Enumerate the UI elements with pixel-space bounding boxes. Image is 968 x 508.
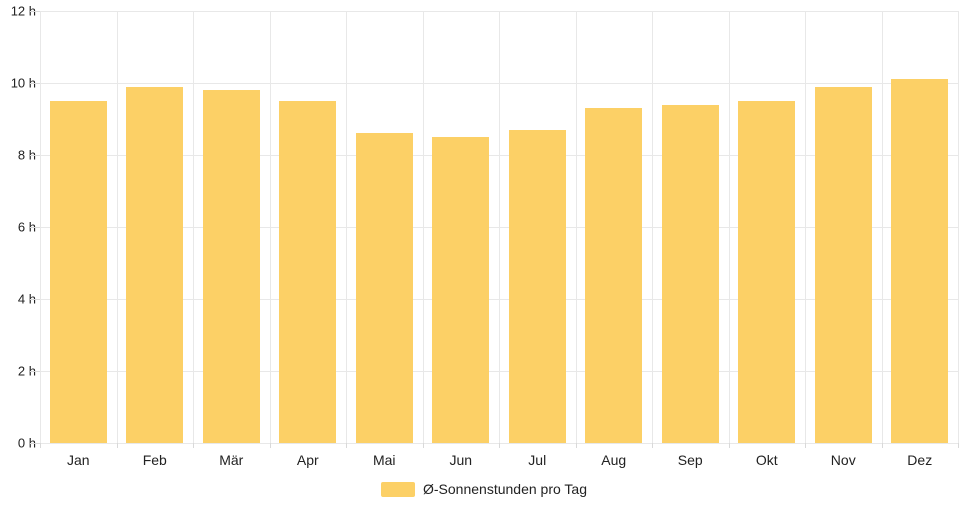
v-gridline bbox=[269, 11, 271, 443]
bar-sep[interactable] bbox=[661, 104, 719, 443]
x-tick-label-dez: Dez bbox=[907, 452, 933, 468]
bar-aug[interactable] bbox=[585, 108, 643, 443]
bar-jul[interactable] bbox=[508, 129, 566, 443]
x-tick-label-jul: Jul bbox=[528, 452, 547, 468]
bar-feb[interactable] bbox=[126, 86, 184, 443]
v-gridline bbox=[728, 11, 730, 443]
bar-mai[interactable] bbox=[355, 133, 413, 443]
y-tick-label: 0 h bbox=[17, 435, 36, 451]
v-gridline bbox=[499, 11, 500, 443]
x-axis-tick bbox=[805, 443, 806, 448]
v-gridline bbox=[575, 11, 577, 443]
x-axis-tick bbox=[269, 443, 271, 448]
bar-mär[interactable] bbox=[202, 90, 260, 443]
bar-okt[interactable] bbox=[738, 101, 796, 443]
v-gridline bbox=[958, 11, 959, 443]
x-axis-tick bbox=[652, 443, 653, 448]
x-axis-tick bbox=[116, 443, 118, 448]
v-gridline bbox=[193, 11, 194, 443]
x-axis-tick bbox=[575, 443, 577, 448]
x-axis-tick bbox=[422, 443, 424, 448]
legend-item[interactable]: Ø-Sonnenstunden pro Tag bbox=[0, 481, 968, 497]
v-gridline bbox=[422, 11, 424, 443]
y-tick-label: 8 h bbox=[17, 147, 36, 163]
bar-nov[interactable] bbox=[814, 86, 872, 443]
x-tick-label-feb: Feb bbox=[142, 452, 167, 468]
y-axis-tick bbox=[30, 227, 40, 228]
bar-dez[interactable] bbox=[891, 79, 949, 443]
y-tick-label: 6 h bbox=[17, 219, 36, 235]
legend-label: Ø-Sonnenstunden pro Tag bbox=[423, 481, 587, 497]
y-axis-tick bbox=[30, 443, 40, 444]
y-tick-label: 4 h bbox=[17, 291, 36, 307]
y-tick-label: 10 h bbox=[10, 75, 36, 91]
x-axis-tick bbox=[40, 443, 41, 448]
bar-apr[interactable] bbox=[279, 101, 337, 443]
v-gridline bbox=[881, 11, 883, 443]
x-axis-tick bbox=[193, 443, 194, 448]
v-gridline bbox=[652, 11, 653, 443]
x-tick-label-okt: Okt bbox=[755, 452, 778, 468]
x-axis-tick bbox=[499, 443, 500, 448]
y-axis-tick bbox=[30, 155, 40, 156]
x-tick-label-nov: Nov bbox=[830, 452, 856, 468]
x-tick-label-mai: Mai bbox=[372, 452, 396, 468]
y-axis-tick bbox=[30, 371, 40, 372]
v-gridline bbox=[805, 11, 806, 443]
x-tick-label-apr: Apr bbox=[296, 452, 319, 468]
y-axis-tick bbox=[30, 299, 40, 300]
x-axis-tick bbox=[881, 443, 883, 448]
y-tick-label: 2 h bbox=[17, 363, 36, 379]
plot-area bbox=[40, 11, 959, 444]
legend-swatch-icon bbox=[381, 481, 415, 497]
bar-jun[interactable] bbox=[432, 137, 490, 443]
y-axis-tick bbox=[30, 11, 40, 12]
y-axis-tick bbox=[30, 83, 40, 84]
y-tick-label: 12 h bbox=[10, 3, 36, 19]
x-axis-tick bbox=[958, 443, 959, 448]
bar-jan[interactable] bbox=[49, 101, 107, 443]
x-tick-label-jan: Jan bbox=[66, 452, 90, 468]
v-gridline bbox=[116, 11, 118, 443]
x-tick-label-sep: Sep bbox=[677, 452, 703, 468]
x-tick-label-aug: Aug bbox=[601, 452, 627, 468]
x-tick-label-mär: Mär bbox=[219, 452, 244, 468]
x-axis-tick bbox=[728, 443, 730, 448]
v-gridline bbox=[40, 11, 41, 443]
x-tick-label-jun: Jun bbox=[449, 452, 473, 468]
v-gridline bbox=[346, 11, 347, 443]
x-axis-tick bbox=[346, 443, 347, 448]
